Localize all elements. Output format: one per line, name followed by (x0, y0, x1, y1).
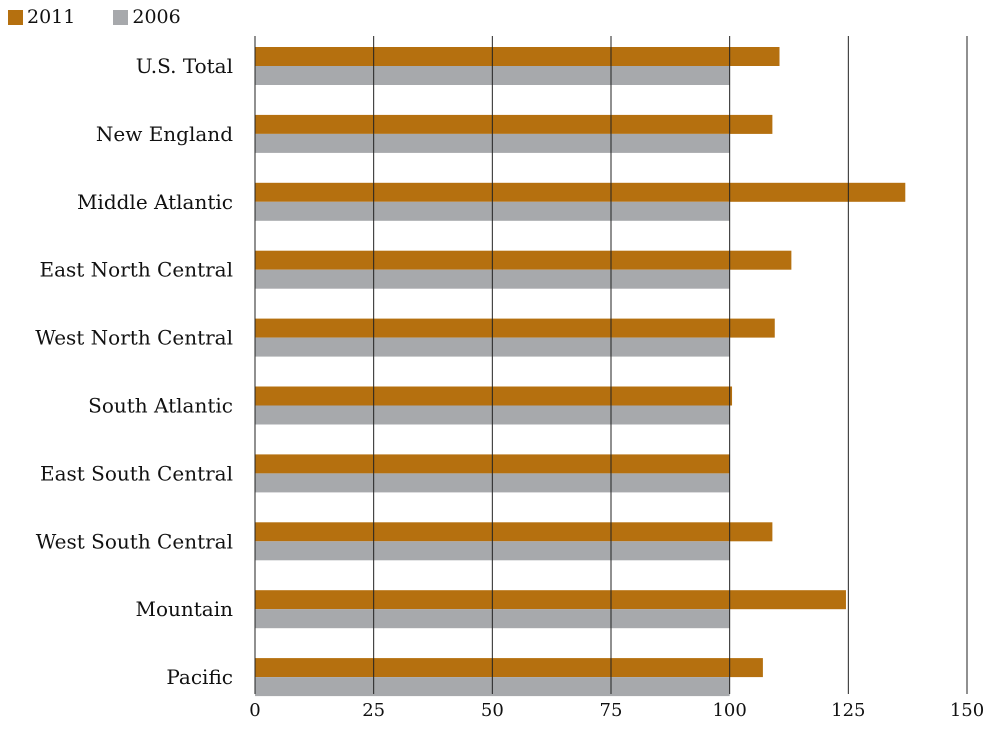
legend-label-2011: 2011 (27, 6, 76, 28)
category-label-8: West South Central (36, 529, 233, 553)
bar-2011-2 (255, 114, 773, 134)
x-tick-label-25: 25 (362, 700, 385, 721)
legend-swatch-2011 (8, 9, 23, 25)
legend-swatch-2006 (113, 9, 129, 25)
x-tick-label-50: 50 (481, 700, 504, 721)
bar-2011-1 (255, 47, 780, 66)
bar-2011-8 (255, 522, 773, 542)
category-label-2: New England (96, 122, 233, 146)
x-tick-label-125: 125 (831, 700, 865, 721)
category-label-3: Middle Atlantic (77, 190, 233, 214)
x-tick-label-75: 75 (600, 700, 623, 721)
category-label-6: South Atlantic (88, 394, 233, 418)
category-label-9: Mountain (135, 597, 233, 621)
category-label-5: West North Central (35, 326, 233, 350)
category-label-10: Pacific (166, 665, 233, 689)
category-label-7: East South Central (40, 461, 233, 485)
category-label-1: U.S. Total (136, 54, 233, 78)
legend-item-2011: 2011 (8, 6, 75, 28)
x-tick-label-100: 100 (712, 700, 746, 721)
legend-label-2006: 2006 (132, 6, 181, 28)
x-tick-label-0: 0 (249, 700, 260, 721)
bar-2011-4 (255, 250, 792, 270)
bar-2011-9 (255, 590, 846, 610)
legend-item-2006: 2006 (113, 6, 181, 28)
bar-2011-3 (255, 182, 906, 202)
bar-2011-6 (255, 386, 733, 406)
chart-legend: 2011 2006 (8, 6, 219, 28)
bar-2011-10 (255, 658, 763, 678)
bar-2011-5 (255, 318, 775, 338)
category-label-4: East North Central (40, 258, 234, 282)
x-tick-label-150: 150 (950, 700, 984, 721)
